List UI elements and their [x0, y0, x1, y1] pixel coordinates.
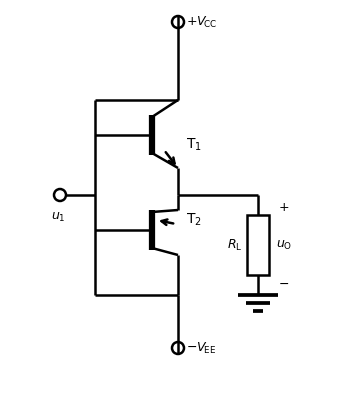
Text: $u_1$: $u_1$: [51, 211, 65, 224]
Text: $-V_{\!\mathrm{EE}}$: $-V_{\!\mathrm{EE}}$: [186, 340, 216, 356]
Text: $u_{\mathrm{O}}$: $u_{\mathrm{O}}$: [276, 239, 292, 252]
Text: $+$: $+$: [278, 201, 290, 214]
Text: $-$: $-$: [278, 276, 290, 290]
Text: T$_2$: T$_2$: [186, 212, 202, 228]
Text: T$_1$: T$_1$: [186, 137, 202, 153]
Bar: [247, 215, 269, 275]
Text: $+V_{\!\mathrm{CC}}$: $+V_{\!\mathrm{CC}}$: [186, 15, 217, 30]
Text: $R_{\mathrm{L}}$: $R_{\mathrm{L}}$: [227, 237, 242, 252]
